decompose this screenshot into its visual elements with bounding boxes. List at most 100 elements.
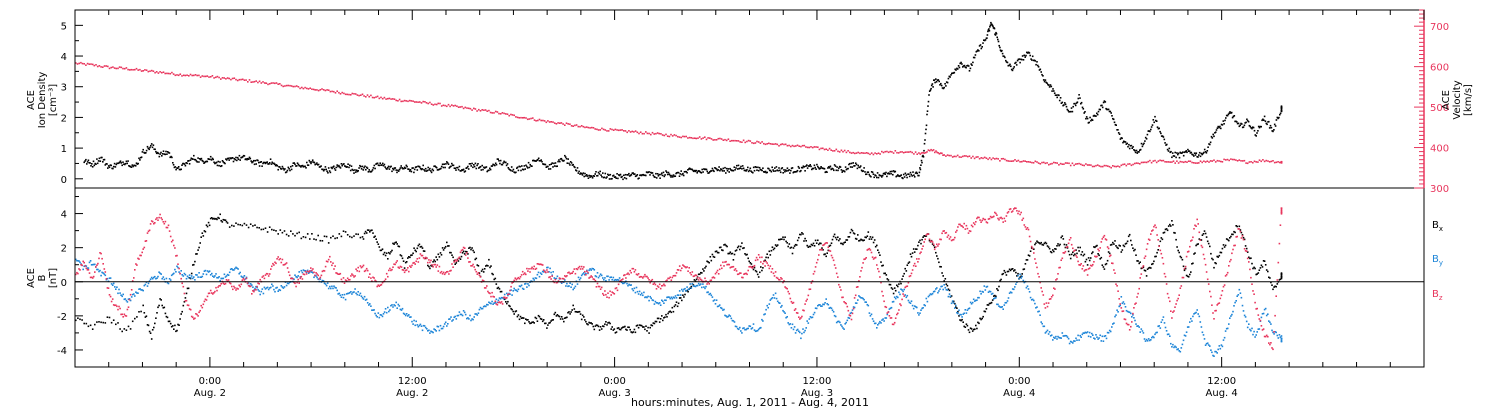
velocity-point [1032,162,1035,164]
bz-point [436,264,439,266]
bz-point [229,282,232,285]
ion-density-point [918,171,921,174]
by-point [1190,317,1192,320]
bz-point [682,264,684,266]
by-point [542,271,545,273]
bz-point [492,295,494,298]
ion-density-point [1067,109,1069,112]
bz-point [157,219,159,221]
bx-point [527,319,529,321]
velocity-point [277,83,279,85]
bx-point [153,326,155,329]
bx-point [1207,242,1210,245]
velocity-point [299,87,301,90]
bx-point [196,253,198,255]
ion-density-point [361,165,364,168]
by-point [1255,334,1257,336]
bx-point [982,315,984,318]
bx-point [537,314,540,317]
ion-density-point [886,175,888,178]
bx-point [138,311,140,313]
bz-point [517,276,520,279]
by-point [342,296,345,299]
by-point [547,266,549,269]
by-point [271,283,273,286]
velocity-point [806,146,809,149]
bz-point [86,269,89,271]
velocity-point [902,151,905,154]
by-point [936,287,938,289]
bx-point [1231,233,1233,236]
ion-density-point [298,164,300,167]
by-point [522,288,525,290]
ion-density-point [481,164,483,167]
ion-density-point [442,166,445,169]
bz-point [237,288,239,290]
ion-density-point [698,170,701,173]
ion-density-point [106,163,108,165]
velocity-point [488,109,490,112]
by-point [988,290,991,293]
ion-density-point [137,162,139,165]
by-point [381,315,384,318]
bx-point [742,247,744,250]
by-point [897,296,899,299]
bz-point [323,270,326,272]
ion-density-point [289,169,291,172]
velocity-point [965,155,967,157]
bx-point [494,277,497,280]
bx-point [1082,254,1085,257]
velocity-point [405,100,408,102]
ion-density-point [924,132,927,135]
velocity-point [645,131,647,133]
bz-point [216,289,218,292]
velocity-point [636,131,639,134]
ion-density-point [172,164,175,166]
by-point [884,317,886,319]
by-point [623,282,625,285]
bx-point [611,326,613,328]
ion-density-point [933,79,936,81]
bz-point [77,272,79,275]
ion-density-point [522,168,525,171]
bz-point [444,271,447,274]
ion-density-point [234,158,236,161]
ion-density-point [1014,62,1016,65]
bz-point [547,271,549,273]
bx-point [834,236,837,239]
by-point [1192,315,1194,318]
by-point [683,288,685,291]
bz-point [575,268,578,270]
velocity-point [395,99,397,102]
bx-point [1097,253,1099,255]
ion-density-point [163,153,166,155]
bz-point [175,255,177,257]
by-point [103,273,106,275]
by-point [528,284,530,287]
by-point [1128,311,1131,314]
velocity-point [700,138,703,140]
velocity-point [579,125,581,128]
ion-density-point [1065,105,1068,108]
bx-point [684,293,686,296]
bx-point [535,317,538,320]
bz-point [190,315,193,318]
bx-point [560,316,563,318]
ion-density-point [341,164,343,167]
ion-density-point [392,168,395,171]
by-point [396,307,398,309]
velocity-point [1110,166,1112,169]
by-point [611,278,613,281]
ion-density-point [989,26,991,28]
velocity-point [607,130,610,132]
velocity-point [1265,159,1268,162]
ion-density-point [529,163,531,166]
by-point [805,327,807,329]
bx-point [1079,246,1081,249]
bx-point [830,242,833,244]
bz-point [315,272,317,274]
bx-point [613,328,616,330]
velocity-point [253,80,256,83]
by-point [136,292,138,294]
ion-density-point [769,169,772,172]
